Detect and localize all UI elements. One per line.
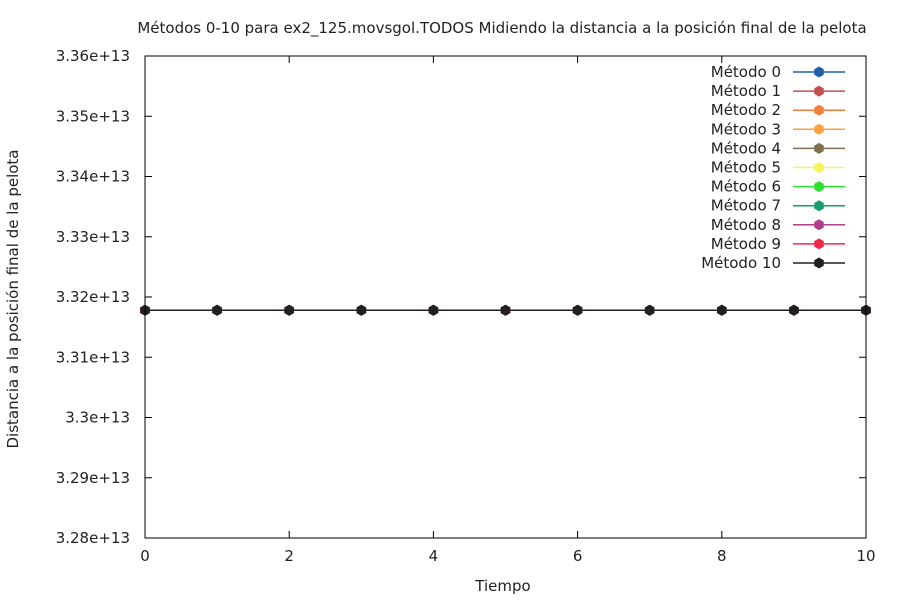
legend-label: Método 9 xyxy=(711,235,781,253)
y-tick-label: 3.33e+13 xyxy=(56,228,130,246)
legend-entry: Método 0 xyxy=(711,63,845,81)
legend-marker xyxy=(814,66,824,78)
series xyxy=(140,304,871,316)
legend-entry: Método 1 xyxy=(711,82,845,100)
legend-entry: Método 8 xyxy=(711,216,845,234)
legend-marker xyxy=(814,238,824,250)
legend-label: Método 10 xyxy=(701,254,781,272)
y-tick-label: 3.35e+13 xyxy=(56,107,130,125)
legend-marker xyxy=(814,162,824,173)
y-axis-label: Distancia a la posición final de la pelo… xyxy=(4,149,22,448)
x-tick-label: 6 xyxy=(573,547,583,565)
x-tick-label: 4 xyxy=(429,547,439,565)
y-tick-label: 3.31e+13 xyxy=(56,348,130,366)
data-point xyxy=(500,304,511,316)
plot-frame xyxy=(144,55,867,539)
x-tick-label: 10 xyxy=(856,547,875,565)
data-point xyxy=(717,304,727,316)
legend-label: Método 8 xyxy=(711,216,781,234)
legend-label: Método 6 xyxy=(711,178,781,196)
data-point xyxy=(572,304,583,316)
legend-label: Método 0 xyxy=(711,63,781,81)
legend-label: Método 4 xyxy=(711,139,781,157)
legend-entry: Método 7 xyxy=(711,197,845,215)
legend-entry: Método 4 xyxy=(711,139,845,157)
legend-label: Método 3 xyxy=(711,120,781,138)
data-point xyxy=(789,304,799,316)
y-tick-label: 3.28e+13 xyxy=(56,529,130,547)
y-tick-label: 3.29e+13 xyxy=(56,469,130,487)
legend-marker xyxy=(814,85,824,97)
legend-entry: Método 2 xyxy=(711,101,845,119)
axis-ticks: 0 2 4 6 8 10 3.28e+13 3.29e+13 3.3e+13 3.31e+13 3.… xyxy=(56,47,876,565)
x-tick-label: 2 xyxy=(284,547,294,565)
legend-marker xyxy=(814,181,824,193)
legend-entry: Método 5 xyxy=(711,159,845,177)
y-tick-label: 3.32e+13 xyxy=(56,288,130,306)
legend-label: Método 5 xyxy=(711,159,781,177)
data-point xyxy=(212,304,222,316)
legend-marker xyxy=(814,104,824,116)
y-tick-label: 3.36e+13 xyxy=(56,47,130,65)
legend-marker xyxy=(814,123,824,135)
legend-label: Método 7 xyxy=(711,197,781,215)
series-layer xyxy=(140,304,871,316)
legend-entry: Método 9 xyxy=(711,235,845,253)
data-point xyxy=(428,304,439,316)
data-point xyxy=(284,304,294,316)
x-tick-label: 8 xyxy=(717,547,727,565)
x-tick-label: 0 xyxy=(140,547,150,565)
y-tick-label: 3.34e+13 xyxy=(56,168,130,186)
x-axis-label: Tiempo xyxy=(474,577,530,595)
data-point xyxy=(356,304,367,316)
legend-marker xyxy=(814,200,824,212)
data-point xyxy=(644,304,655,316)
y-tick-label: 3.3e+13 xyxy=(65,409,130,427)
legend-entry: Método 3 xyxy=(711,120,845,138)
legend-label: Método 2 xyxy=(711,101,781,119)
legend-marker xyxy=(814,257,824,269)
legend-entry: Método 10 xyxy=(701,254,845,272)
legend-marker xyxy=(814,142,824,154)
legend-marker xyxy=(814,219,824,231)
chart-title: Métodos 0-10 para ex2_125.movsgol.TODOS … xyxy=(137,19,866,38)
legend-label: Método 1 xyxy=(711,82,781,100)
legend-entry: Método 6 xyxy=(711,178,845,196)
